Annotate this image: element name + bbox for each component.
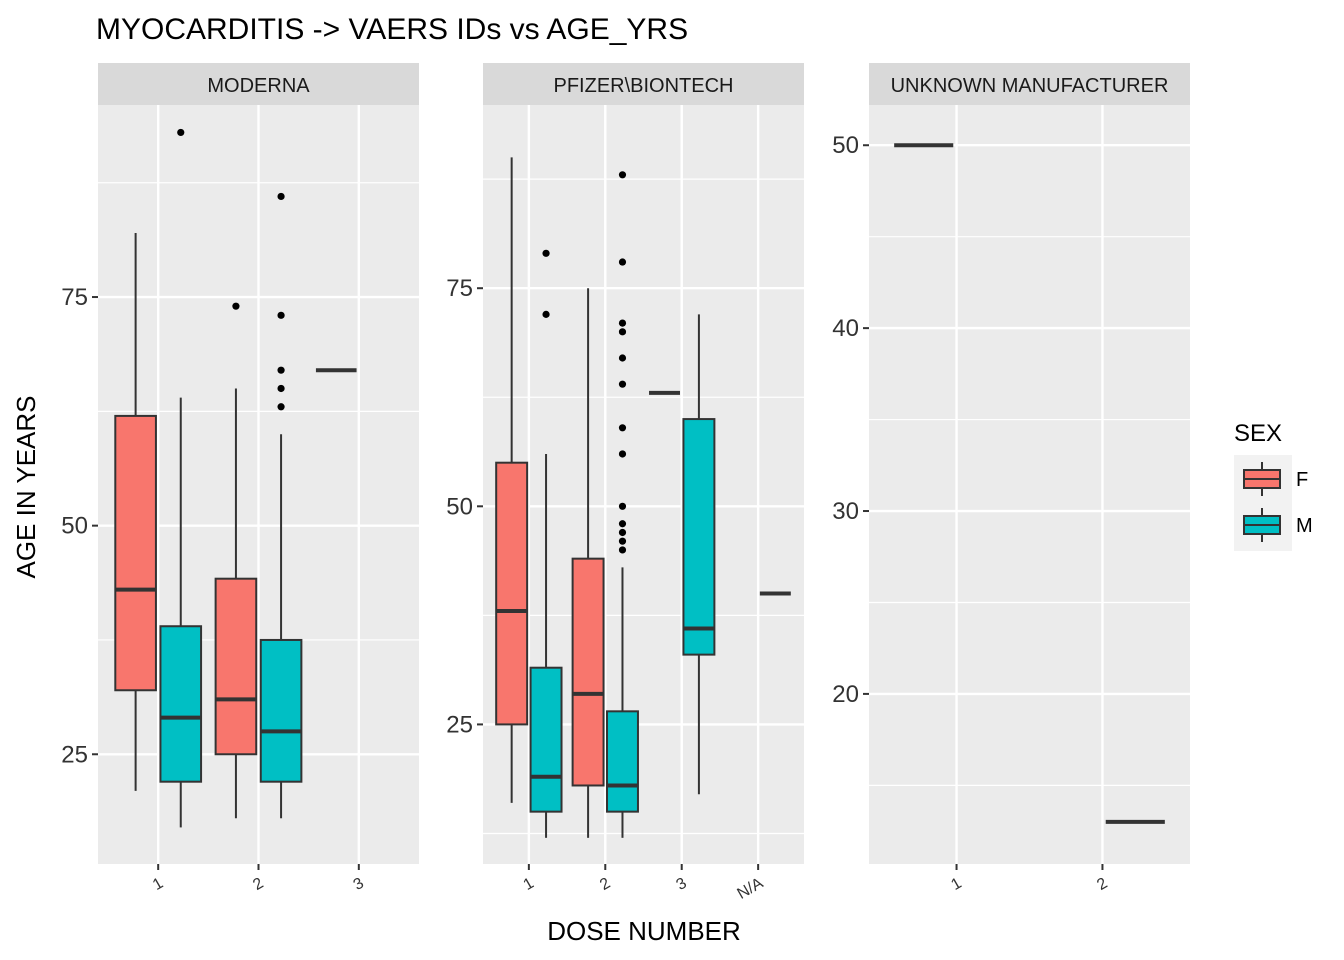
- outlier-point: [177, 128, 185, 137]
- strip-background: [98, 63, 419, 105]
- box-dose-1-f: [114, 233, 157, 791]
- box-body: [682, 418, 716, 656]
- legend-key-m: [1243, 508, 1281, 542]
- y-tick-label: 75: [61, 284, 88, 311]
- box-body: [529, 666, 563, 813]
- legend-key-f: [1243, 462, 1281, 496]
- box-body: [159, 625, 203, 783]
- box-body: [495, 461, 529, 726]
- facet-panels: MODERNA 25 50 75 1 2 3 PFIZER\BIONTECH 25 50 75 1 2 3…: [61, 63, 1190, 903]
- strip-label: PFIZER\BIONTECH: [553, 75, 733, 97]
- panel-content: [98, 105, 419, 864]
- legend-label-f: F: [1296, 469, 1308, 491]
- legend: SEX F M: [1234, 420, 1313, 551]
- outlier-point: [618, 380, 627, 388]
- outlier-point: [618, 319, 627, 327]
- legend-title: SEX: [1234, 420, 1282, 447]
- box-dose-1-m: [529, 249, 563, 838]
- outlier-point: [618, 354, 627, 362]
- strip-background: [869, 63, 1190, 105]
- box-body: [259, 638, 303, 783]
- x-tick-label: 2: [250, 875, 266, 894]
- y-tick-label: 50: [832, 132, 859, 159]
- x-axis-label: DOSE NUMBER: [547, 916, 741, 946]
- outlier-point: [618, 520, 627, 528]
- outlier-point: [542, 249, 550, 257]
- facet-strip: MODERNA: [98, 63, 419, 105]
- x-tick-label: 2: [1094, 875, 1110, 894]
- box-body: [606, 710, 639, 813]
- y-tick-label: 75: [446, 275, 473, 302]
- panel-content: [483, 105, 804, 864]
- chart-title: MYOCARDITIS -> VAERS IDs vs AGE_YRS: [96, 13, 688, 46]
- y-tick-label: 20: [832, 681, 859, 708]
- y-tick-label: 40: [832, 315, 859, 342]
- outlier-point: [618, 502, 627, 510]
- y-tick-label: 50: [61, 513, 88, 540]
- y-tick-label: 25: [446, 711, 473, 738]
- strip-background: [483, 63, 804, 105]
- box-body: [214, 577, 258, 756]
- box-body: [571, 557, 605, 787]
- x-tick-label: 1: [521, 875, 537, 894]
- strip-label: MODERNA: [207, 75, 310, 97]
- panel-background: [869, 105, 1190, 864]
- x-tick-label: 2: [597, 875, 613, 894]
- box-dose-2-f: [214, 302, 258, 819]
- box-body: [114, 414, 157, 692]
- outlier-point: [277, 311, 285, 319]
- x-tick-label: N/A: [735, 875, 767, 903]
- y-axis-label: AGE IN YEARS: [11, 395, 41, 578]
- outlier-point: [618, 546, 627, 554]
- facet-strip: UNKNOWN MANUFACTURER: [869, 63, 1190, 105]
- panel-pfizer-biontech: PFIZER\BIONTECH 25 50 75 1 2 3 N/A: [446, 63, 804, 903]
- box-dose-2-f: [571, 288, 605, 838]
- panel-unknown-manufacturer: UNKNOWN MANUFACTURER 20 30 40 50 1 2: [832, 63, 1190, 894]
- x-tick-label: 3: [351, 875, 367, 894]
- outlier-point: [277, 384, 285, 393]
- box-dose-2-m: [259, 192, 303, 819]
- y-tick-label: 50: [446, 493, 473, 520]
- outlier-point: [618, 328, 627, 336]
- facet-strip: PFIZER\BIONTECH: [483, 63, 804, 105]
- outlier-point: [618, 424, 627, 432]
- legend-label-m: M: [1296, 515, 1313, 537]
- x-tick-label: 1: [948, 875, 964, 894]
- x-tick-label: 1: [150, 875, 166, 894]
- y-tick-label: 30: [832, 498, 859, 525]
- box-dose-1-m: [159, 128, 203, 828]
- outlier-point: [277, 192, 285, 201]
- outlier-point: [618, 450, 627, 458]
- outlier-point: [277, 366, 285, 374]
- outlier-point: [277, 403, 285, 411]
- box-dose-3-m: [682, 314, 716, 795]
- x-tick-label: 3: [674, 875, 690, 894]
- outlier-point: [618, 171, 627, 179]
- outlier-point: [232, 302, 240, 310]
- y-tick-label: 25: [61, 741, 88, 768]
- box-dose-2-m: [606, 171, 639, 838]
- strip-label: UNKNOWN MANUFACTURER: [891, 75, 1169, 97]
- box-dose-1-f: [495, 157, 529, 803]
- outlier-point: [618, 258, 627, 266]
- panel-content: [869, 105, 1190, 864]
- outlier-point: [618, 528, 627, 537]
- outlier-point: [618, 537, 627, 545]
- outlier-point: [542, 310, 550, 318]
- panel-moderna: MODERNA 25 50 75 1 2 3: [61, 63, 419, 894]
